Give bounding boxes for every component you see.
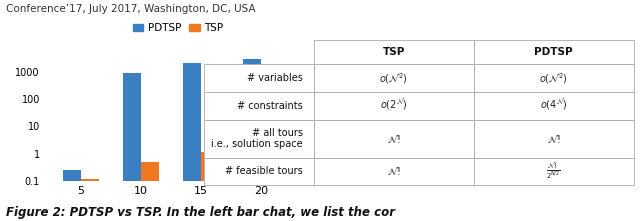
Bar bbox=[123, 73, 141, 221]
Bar bbox=[201, 152, 219, 221]
Text: Figure 2: PDTSP vs TSP. In the left bar chat, we list the cor: Figure 2: PDTSP vs TSP. In the left bar … bbox=[6, 206, 396, 219]
Bar bbox=[243, 59, 261, 221]
Bar bbox=[141, 162, 159, 221]
Bar bbox=[63, 170, 81, 221]
Text: Conference’17, July 2017, Washington, DC, USA: Conference’17, July 2017, Washington, DC… bbox=[6, 4, 256, 14]
Bar bbox=[261, 148, 279, 221]
Legend: PDTSP, TSP: PDTSP, TSP bbox=[129, 19, 227, 38]
Bar bbox=[183, 63, 201, 221]
Bar bbox=[81, 179, 99, 221]
